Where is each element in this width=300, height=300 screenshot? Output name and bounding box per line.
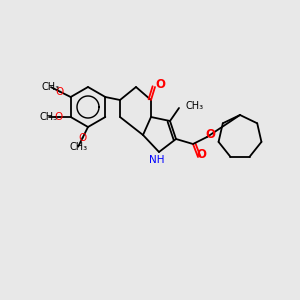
- Text: O: O: [79, 133, 87, 143]
- Text: CH₃: CH₃: [186, 101, 204, 111]
- Text: O: O: [196, 148, 206, 161]
- Text: CH₃: CH₃: [69, 142, 87, 152]
- Text: NH: NH: [149, 155, 165, 165]
- Text: O: O: [55, 112, 63, 122]
- Text: CH₃: CH₃: [40, 112, 58, 122]
- Text: CH₃: CH₃: [42, 82, 60, 92]
- Text: O: O: [205, 128, 215, 142]
- Text: O: O: [56, 87, 64, 97]
- Text: O: O: [155, 77, 165, 91]
